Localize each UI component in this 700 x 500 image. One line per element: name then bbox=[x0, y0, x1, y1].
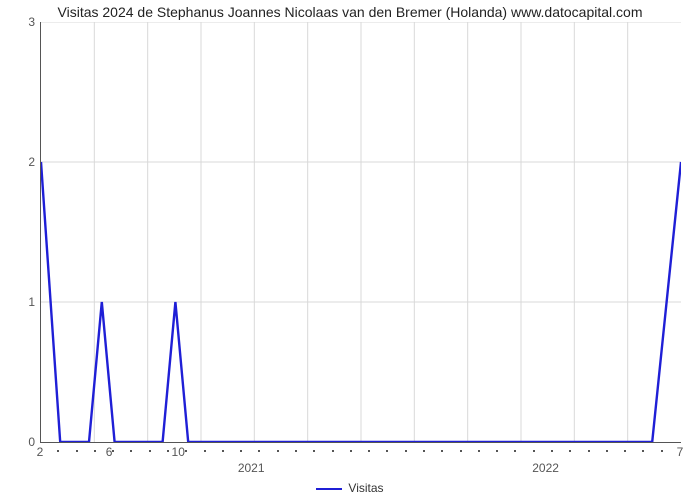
x-tick-label: 10 bbox=[172, 445, 185, 459]
x-minor-tick bbox=[350, 450, 352, 452]
x-minor-tick bbox=[441, 450, 443, 452]
x-minor-tick bbox=[569, 450, 571, 452]
x-minor-tick bbox=[332, 450, 334, 452]
x-minor-tick bbox=[460, 450, 462, 452]
x-minor-tick bbox=[533, 450, 535, 452]
x-tick-label: 6 bbox=[106, 445, 113, 459]
x-minor-tick bbox=[185, 450, 187, 452]
x-minor-tick bbox=[624, 450, 626, 452]
x-minor-tick bbox=[478, 450, 480, 452]
x-minor-tick bbox=[57, 450, 59, 452]
x-minor-tick bbox=[514, 450, 516, 452]
x-minor-tick bbox=[661, 450, 663, 452]
x-minor-tick bbox=[149, 450, 151, 452]
x-minor-tick bbox=[588, 450, 590, 452]
x-minor-tick bbox=[222, 450, 224, 452]
y-tick-label: 0 bbox=[5, 435, 35, 449]
y-tick-label: 3 bbox=[5, 15, 35, 29]
legend-swatch bbox=[316, 488, 342, 490]
x-minor-tick bbox=[240, 450, 242, 452]
chart-container: Visitas 2024 de Stephanus Joannes Nicola… bbox=[0, 0, 700, 500]
x-major-label: 2021 bbox=[238, 461, 265, 475]
plot-svg bbox=[41, 22, 681, 442]
y-tick-label: 2 bbox=[5, 155, 35, 169]
x-minor-tick bbox=[405, 450, 407, 452]
legend: Visitas bbox=[0, 481, 700, 495]
x-minor-tick bbox=[368, 450, 370, 452]
x-minor-tick bbox=[295, 450, 297, 452]
x-minor-tick bbox=[167, 450, 169, 452]
x-minor-tick bbox=[606, 450, 608, 452]
x-minor-tick bbox=[313, 450, 315, 452]
x-minor-tick bbox=[496, 450, 498, 452]
x-minor-tick bbox=[423, 450, 425, 452]
x-minor-tick bbox=[386, 450, 388, 452]
y-tick-label: 1 bbox=[5, 295, 35, 309]
x-minor-tick bbox=[76, 450, 78, 452]
x-tick-label: 2 bbox=[37, 445, 44, 459]
x-minor-tick bbox=[258, 450, 260, 452]
plot-area bbox=[40, 22, 681, 443]
x-minor-tick bbox=[551, 450, 553, 452]
x-minor-tick bbox=[94, 450, 96, 452]
x-minor-tick bbox=[642, 450, 644, 452]
x-minor-tick bbox=[204, 450, 206, 452]
x-major-label: 2022 bbox=[532, 461, 559, 475]
legend-label: Visitas bbox=[348, 481, 383, 495]
chart-title: Visitas 2024 de Stephanus Joannes Nicola… bbox=[0, 4, 700, 20]
x-tick-label: 7 bbox=[677, 445, 684, 459]
x-minor-tick bbox=[277, 450, 279, 452]
x-minor-tick bbox=[130, 450, 132, 452]
